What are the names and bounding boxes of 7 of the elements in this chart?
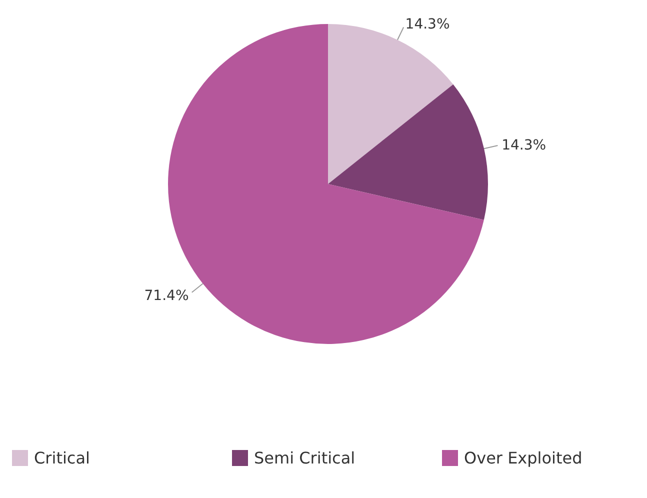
pie-slice (328, 84, 488, 220)
legend-label: Critical (34, 448, 90, 468)
legend-label: Over Exploited (464, 448, 582, 468)
data-label: 14.3% (502, 138, 546, 154)
data-label: 14.3% (405, 16, 450, 33)
legend-label: Semi Critical (254, 448, 356, 468)
data-label: 71.4% (144, 288, 189, 304)
